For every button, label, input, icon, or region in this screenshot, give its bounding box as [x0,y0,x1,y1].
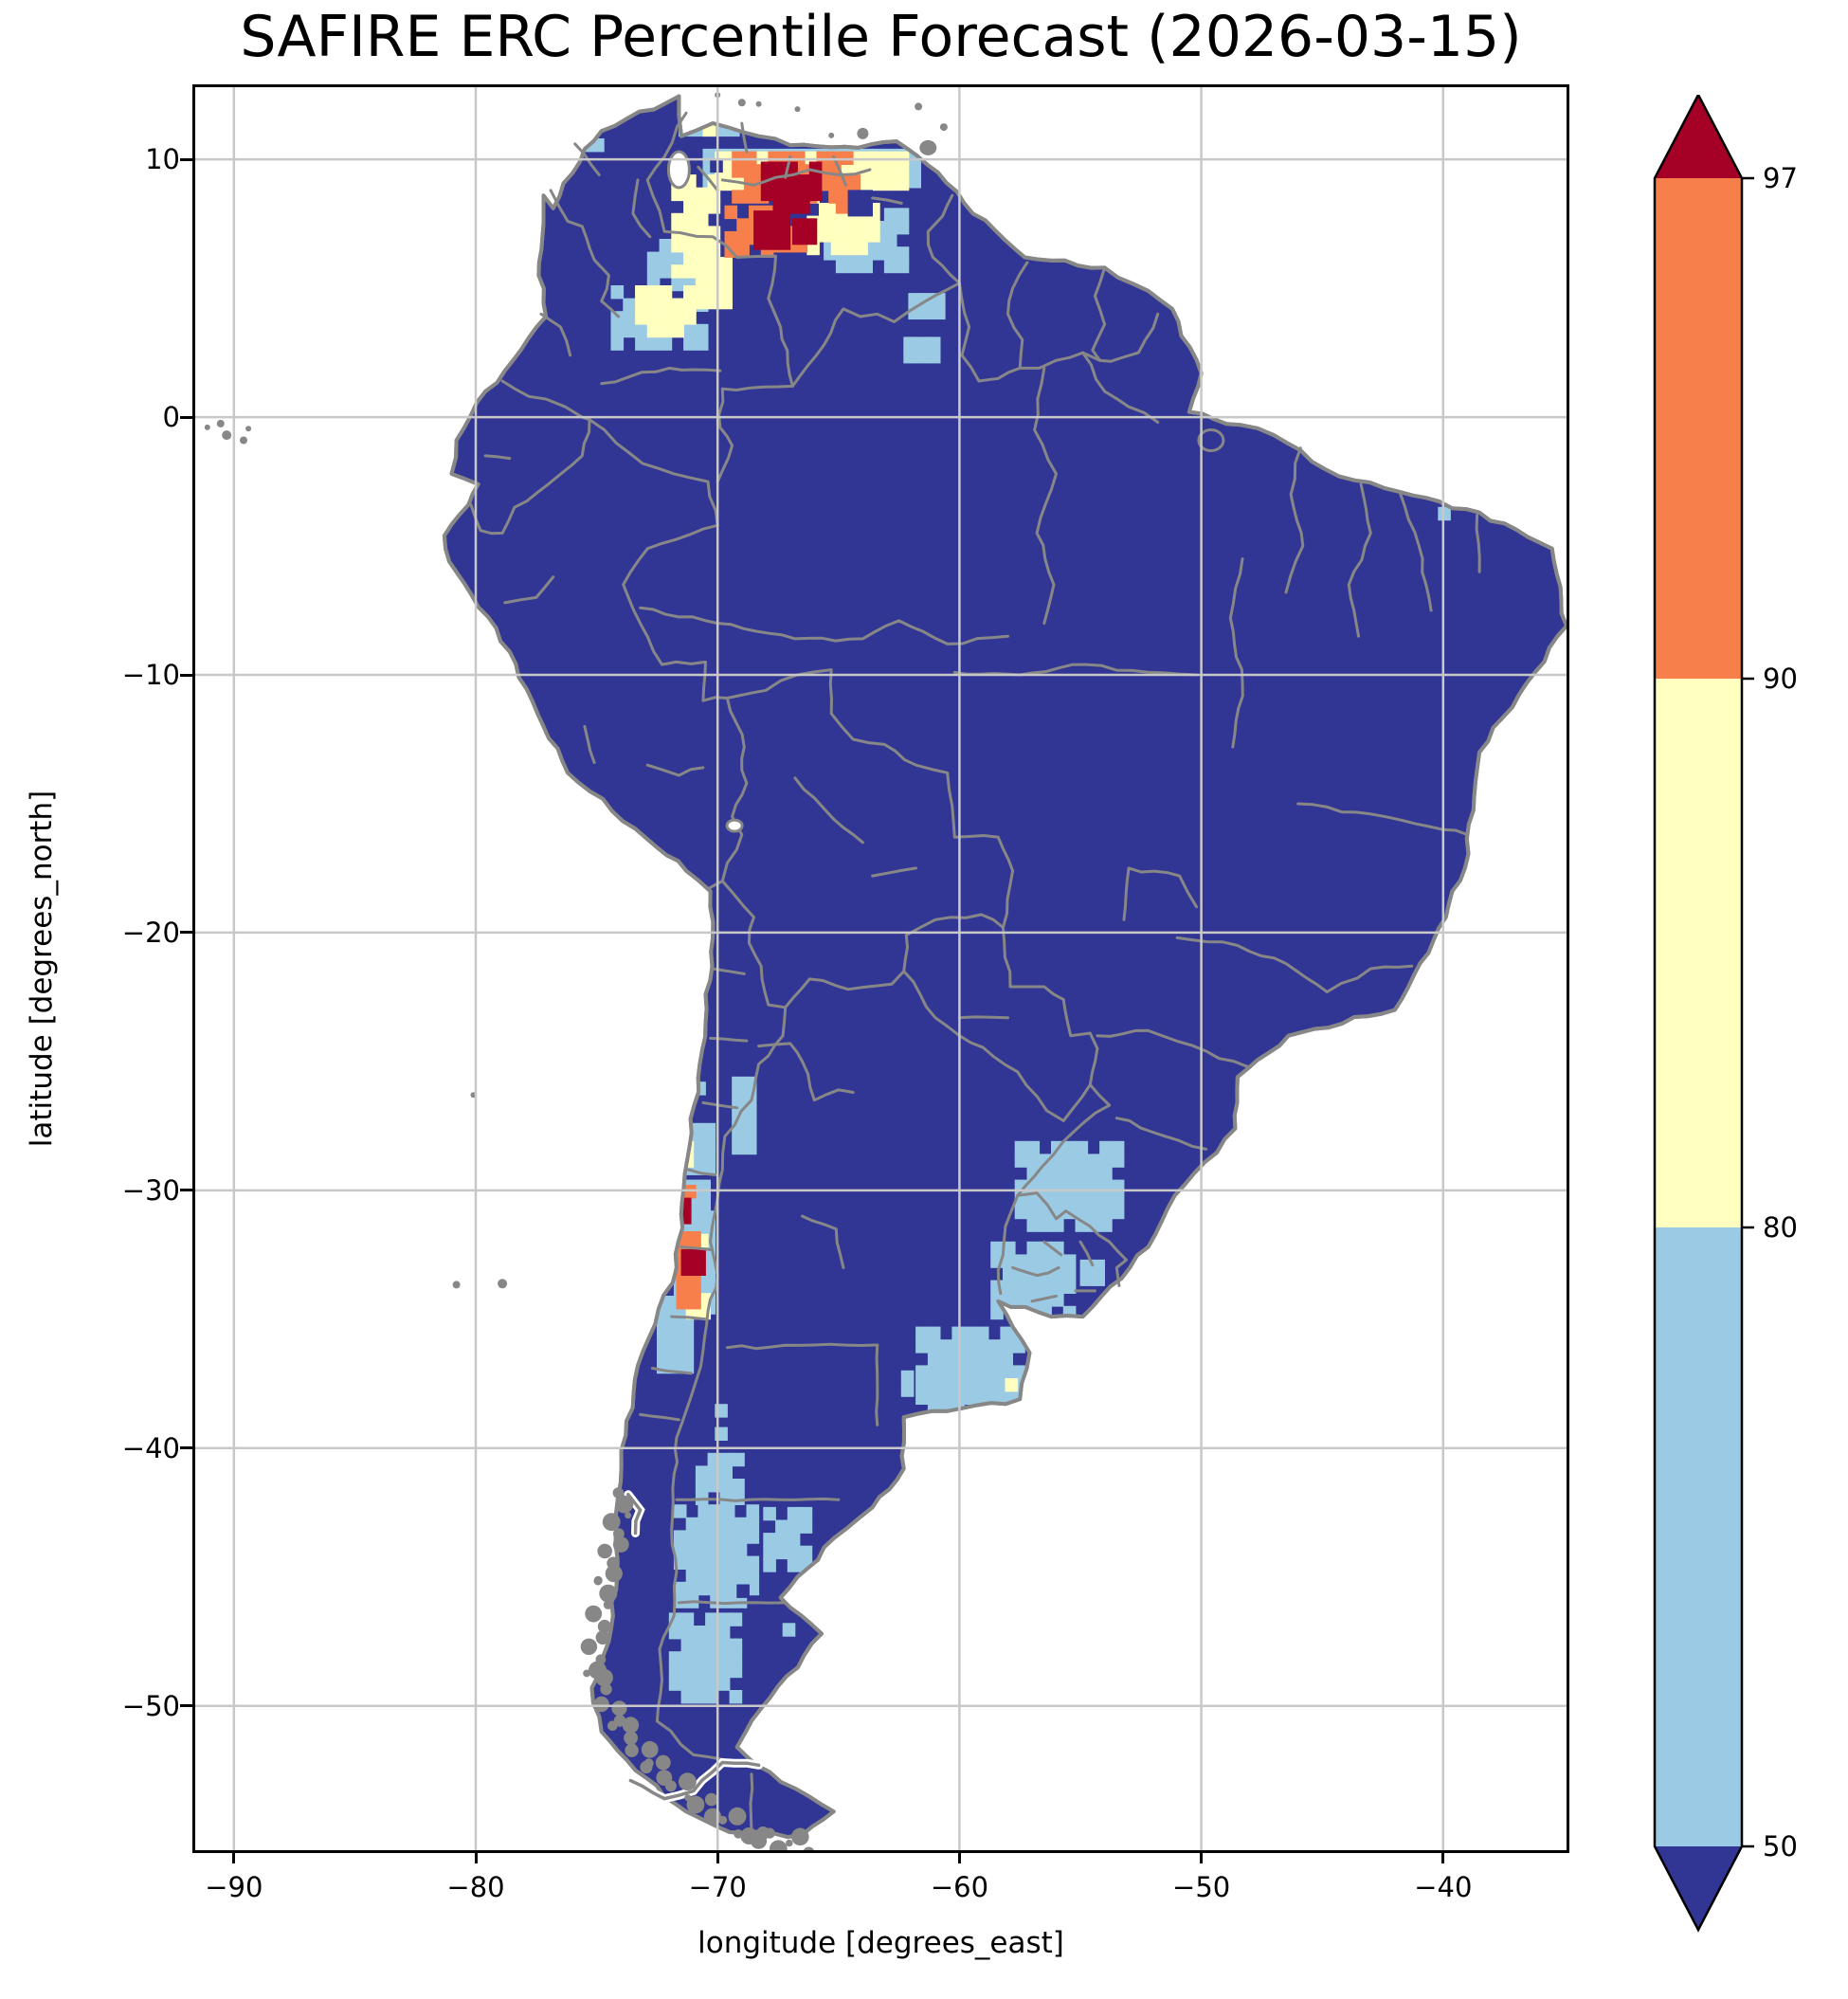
curacao-island [737,99,746,107]
plot-area [192,84,1569,1853]
x-tick-mark [957,1851,961,1863]
trinidad-island [919,139,937,155]
marajo-island [1197,428,1225,452]
y-tick-label: 0 [162,401,180,434]
y-tick-label: −20 [121,916,180,949]
x-tick-label: −50 [1172,1871,1231,1903]
colorbar-tick-label: 97 [1763,162,1798,194]
map-svg [195,87,1567,1850]
bonaire-island [755,100,762,107]
chart-title: SAFIRE ERC Percentile Forecast (2026-03-… [240,4,1522,70]
y-tick-label: −40 [121,1431,180,1464]
y-tick-mark [180,415,192,419]
x-tick-label: −80 [446,1871,505,1903]
colorbar-segment [1655,679,1742,1227]
colorbar-segment [1655,1227,1742,1846]
los-roques-island [794,106,801,113]
x-tick-mark [1441,1851,1445,1863]
juan-fernandez-2-island [498,1279,508,1289]
y-tick-label: 10 [145,143,180,176]
galapagos-island [240,436,247,445]
la-tortuga-island [828,132,835,138]
fjord-archipelago [580,1487,814,1850]
galapagos-island [204,424,210,430]
x-tick-mark [232,1851,236,1863]
colorbar: 97 90 80 50 [1653,95,1798,1933]
y-tick-mark [180,1446,192,1450]
y-tick-mark [180,673,192,677]
galapagos-island [222,430,232,441]
margarita-island [857,127,869,139]
y-tick-mark [180,1189,192,1192]
x-tick-mark [1200,1851,1204,1863]
x-tick-mark [716,1851,719,1863]
y-tick-label: −10 [121,659,180,691]
galapagos-island [216,419,225,427]
y-tick-label: −30 [121,1173,180,1207]
islands [204,92,1225,1289]
y-tick-mark [180,1704,192,1708]
colorbar-tick-label: 90 [1763,663,1798,695]
colorbar-over-arrow [1655,95,1742,178]
x-axis-label: longitude [degrees_east] [698,1926,1064,1960]
x-tick-label: −60 [930,1871,989,1903]
admin-borders [469,111,1481,1834]
heatmap-cells [579,97,1451,1704]
galapagos-island [245,426,252,432]
lake-titicaca [725,818,744,833]
y-tick-label: −50 [121,1689,180,1722]
colorbar-segment [1655,178,1742,679]
y-axis-label: latitude [degrees_north] [25,790,59,1148]
lake-maracaibo [666,150,691,190]
colorbar-tick-label: 80 [1763,1211,1798,1244]
gridlines [195,87,1567,1850]
tobago-island [939,123,948,132]
colorbar-under-arrow [1655,1846,1742,1930]
x-tick-label: −90 [205,1871,263,1903]
x-tick-label: −40 [1414,1871,1473,1903]
colorbar-tick-label: 50 [1763,1830,1798,1863]
juan-fernandez-1-island [452,1281,461,1289]
x-tick-mark [474,1851,478,1863]
grenada-island [915,102,923,111]
y-tick-mark [180,931,192,935]
y-tick-mark [180,157,192,161]
x-tick-label: −70 [688,1871,747,1903]
